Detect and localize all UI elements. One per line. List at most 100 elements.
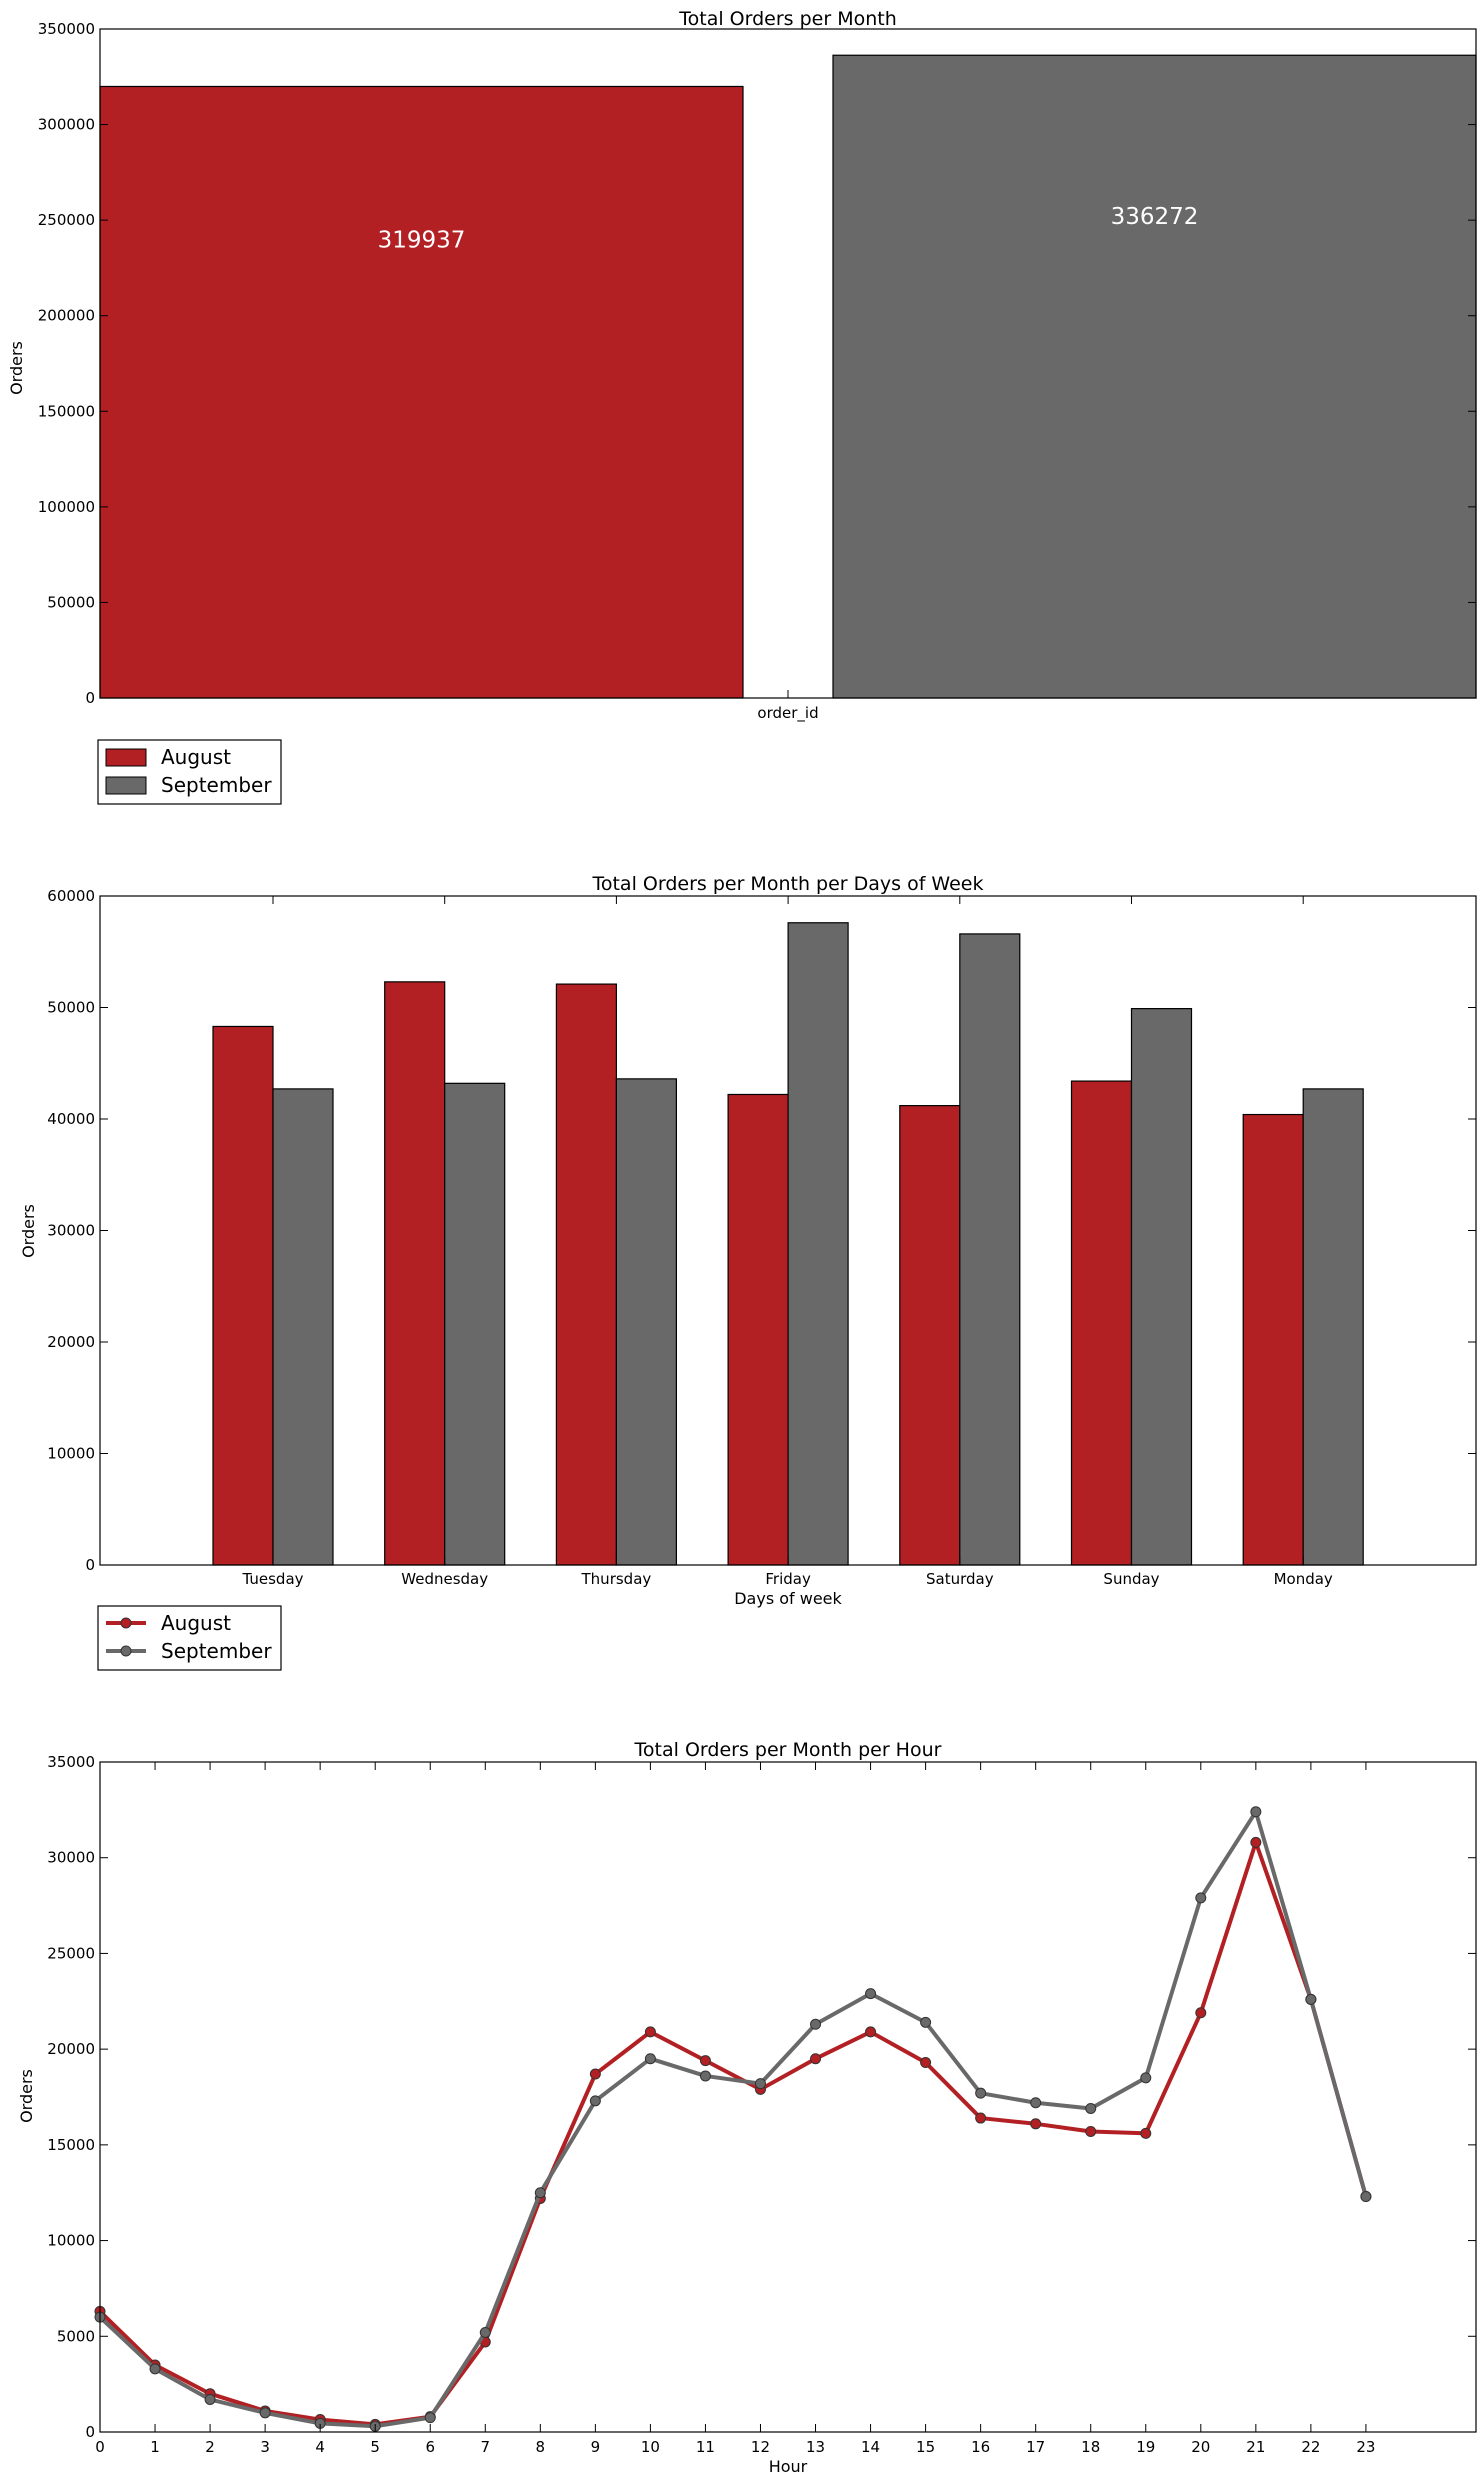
- chart3-point-september: [1140, 2072, 1152, 2084]
- chart3-x-tick-label: 20: [1191, 2438, 1210, 2456]
- chart3-x-tick-label: 5: [370, 2438, 380, 2456]
- chart3-y-tick-label: 30000: [47, 1849, 95, 1867]
- chart3-line-september: [98, 1809, 1368, 2429]
- chart1-plot-frame: [99, 28, 1477, 699]
- chart2-bar-september-friday: [787, 922, 849, 1566]
- chart1-y-tick-label: 200000: [38, 307, 95, 325]
- chart3-legend: August September: [97, 1605, 282, 1671]
- chart1-legend-label-august: August: [161, 745, 231, 769]
- chart2-bar-august-friday: [727, 1093, 789, 1566]
- chart3-y-tick-label: 0: [85, 2423, 95, 2441]
- chart1-y-axis-label: Orders: [7, 341, 26, 395]
- chart3-y-axis-label: Orders: [17, 2069, 36, 2123]
- chart2-x-tick-label-wednesday: Wednesday: [401, 1570, 488, 1588]
- chart2-plot-frame: [99, 895, 1477, 1566]
- chart1-y-tick-label: 300000: [38, 116, 95, 134]
- chart2-x-tick-label-friday: Friday: [765, 1570, 811, 1588]
- chart3-y-tick-label: 15000: [47, 2136, 95, 2154]
- chart3-x-axis-label: Hour: [769, 2457, 808, 2476]
- chart3-point-september: [1085, 2102, 1097, 2114]
- chart3-point-september: [1360, 2191, 1372, 2203]
- chart2-x-axis-label: Days of week: [734, 1589, 842, 1608]
- chart3-point-september: [754, 2078, 766, 2090]
- chart1-legend-swatch-august: [105, 748, 147, 767]
- chart3-x-tick-label: 9: [591, 2438, 601, 2456]
- chart2-bar-september-monday: [1302, 1088, 1364, 1566]
- chart2-bar-september-thursday: [615, 1078, 678, 1566]
- chart1-bar-august: [99, 85, 744, 699]
- chart3-point-september: [479, 2326, 491, 2338]
- chart2-x-tick-label-saturday: Saturday: [926, 1570, 994, 1588]
- chart3-y-tick-label: 10000: [47, 2232, 95, 2250]
- chart3-x-tick-label: 14: [861, 2438, 880, 2456]
- chart3-legend-label-august: August: [161, 1611, 231, 1635]
- chart3-point-september: [149, 2363, 161, 2375]
- chart3-point-september: [259, 2407, 271, 2419]
- chart3-point-september: [810, 2018, 822, 2030]
- chart3-x-tick-label: 10: [641, 2438, 660, 2456]
- chart3-x-tick-label: 16: [971, 2438, 990, 2456]
- chart2-x-tick-label-tuesday: Tuesday: [241, 1570, 303, 1588]
- chart1-y-tick-label: 150000: [38, 402, 95, 420]
- chart3-point-september: [589, 2095, 601, 2107]
- chart3-x-tick-label: 3: [260, 2438, 270, 2456]
- chart3-point-september: [920, 2016, 932, 2028]
- chart2-y-tick-label: 50000: [47, 999, 95, 1017]
- chart1-title: Total Orders per Month: [678, 8, 897, 30]
- chart2-bar-august-wednesday: [384, 981, 446, 1566]
- chart3-x-tick-label: 22: [1301, 2438, 1320, 2456]
- chart3-x-tick-label: 6: [425, 2438, 435, 2456]
- chart3-y-tick-label: 20000: [47, 2040, 95, 2058]
- chart2-y-axis-label: Orders: [19, 1204, 38, 1258]
- chart3-point-august: [1140, 2127, 1152, 2139]
- chart3-title: Total Orders per Month per Hour: [634, 1739, 942, 1761]
- chart3-x-tick-label: 15: [916, 2438, 935, 2456]
- chart3-y-tick-label: 25000: [47, 1944, 95, 1962]
- chart3-point-september: [644, 2053, 656, 2065]
- chart3-point-september: [1030, 2097, 1042, 2109]
- chart1-bar-value-september: 336272: [1111, 204, 1199, 230]
- chart3-legend-marker-september: [120, 1645, 132, 1657]
- chart2-bar-august-monday: [1242, 1113, 1304, 1566]
- chart3-point-august: [810, 2053, 822, 2065]
- chart3-point-august: [1250, 1836, 1262, 1848]
- chart3-x-tick-label: 23: [1356, 2438, 1375, 2456]
- chart3-x-tick-label: 19: [1136, 2438, 1155, 2456]
- chart2-bar-september-tuesday: [272, 1088, 334, 1566]
- chart3-point-august: [975, 2112, 987, 2124]
- chart3-x-tick-label: 17: [1026, 2438, 1045, 2456]
- chart3-x-tick-label: 0: [95, 2438, 105, 2456]
- chart1-y-tick-label: 350000: [38, 20, 95, 38]
- chart2-y-tick-label: 40000: [47, 1110, 95, 1128]
- weekday-orders-chart: Total Orders per Month per Days of Week …: [19, 873, 1477, 1608]
- chart2-title: Total Orders per Month per Days of Week: [591, 873, 983, 895]
- chart1-y-tick-label: 0: [85, 689, 95, 707]
- chart2-bar-august-thursday: [555, 983, 618, 1566]
- chart3-point-september: [204, 2393, 216, 2405]
- chart3-point-september: [1195, 1892, 1207, 1904]
- chart1-legend-swatch-september: [105, 776, 147, 795]
- chart3-point-september: [975, 2087, 987, 2099]
- chart1-y-tick-label: 50000: [47, 593, 95, 611]
- chart3-point-september: [1305, 1993, 1317, 2005]
- chart1-bar-value-august: 319937: [378, 227, 466, 253]
- chart3-legend-marker-august: [120, 1617, 132, 1629]
- chart2-bar-august-saturday: [899, 1105, 961, 1566]
- chart3-y-tick-label: 35000: [47, 1753, 95, 1771]
- chart3-point-september: [424, 2412, 436, 2424]
- chart3-point-august: [1030, 2118, 1042, 2130]
- chart2-bar-august-sunday: [1070, 1080, 1133, 1566]
- chart3-line-august: [98, 1840, 1368, 2427]
- chart3-point-september: [534, 2187, 546, 2199]
- chart2-y-tick-label: 0: [85, 1556, 95, 1574]
- chart3-x-tick-label: 4: [315, 2438, 325, 2456]
- chart3-point-august: [865, 2026, 877, 2038]
- chart3-point-august: [644, 2026, 656, 2038]
- chart1-y-tick-label: 100000: [38, 498, 95, 516]
- chart3-point-august: [920, 2057, 932, 2069]
- chart3-point-august: [1085, 2125, 1097, 2137]
- chart2-y-tick-label: 20000: [47, 1333, 95, 1351]
- chart3-legend-box: [97, 1605, 282, 1671]
- chart1-legend-label-september: September: [161, 773, 272, 797]
